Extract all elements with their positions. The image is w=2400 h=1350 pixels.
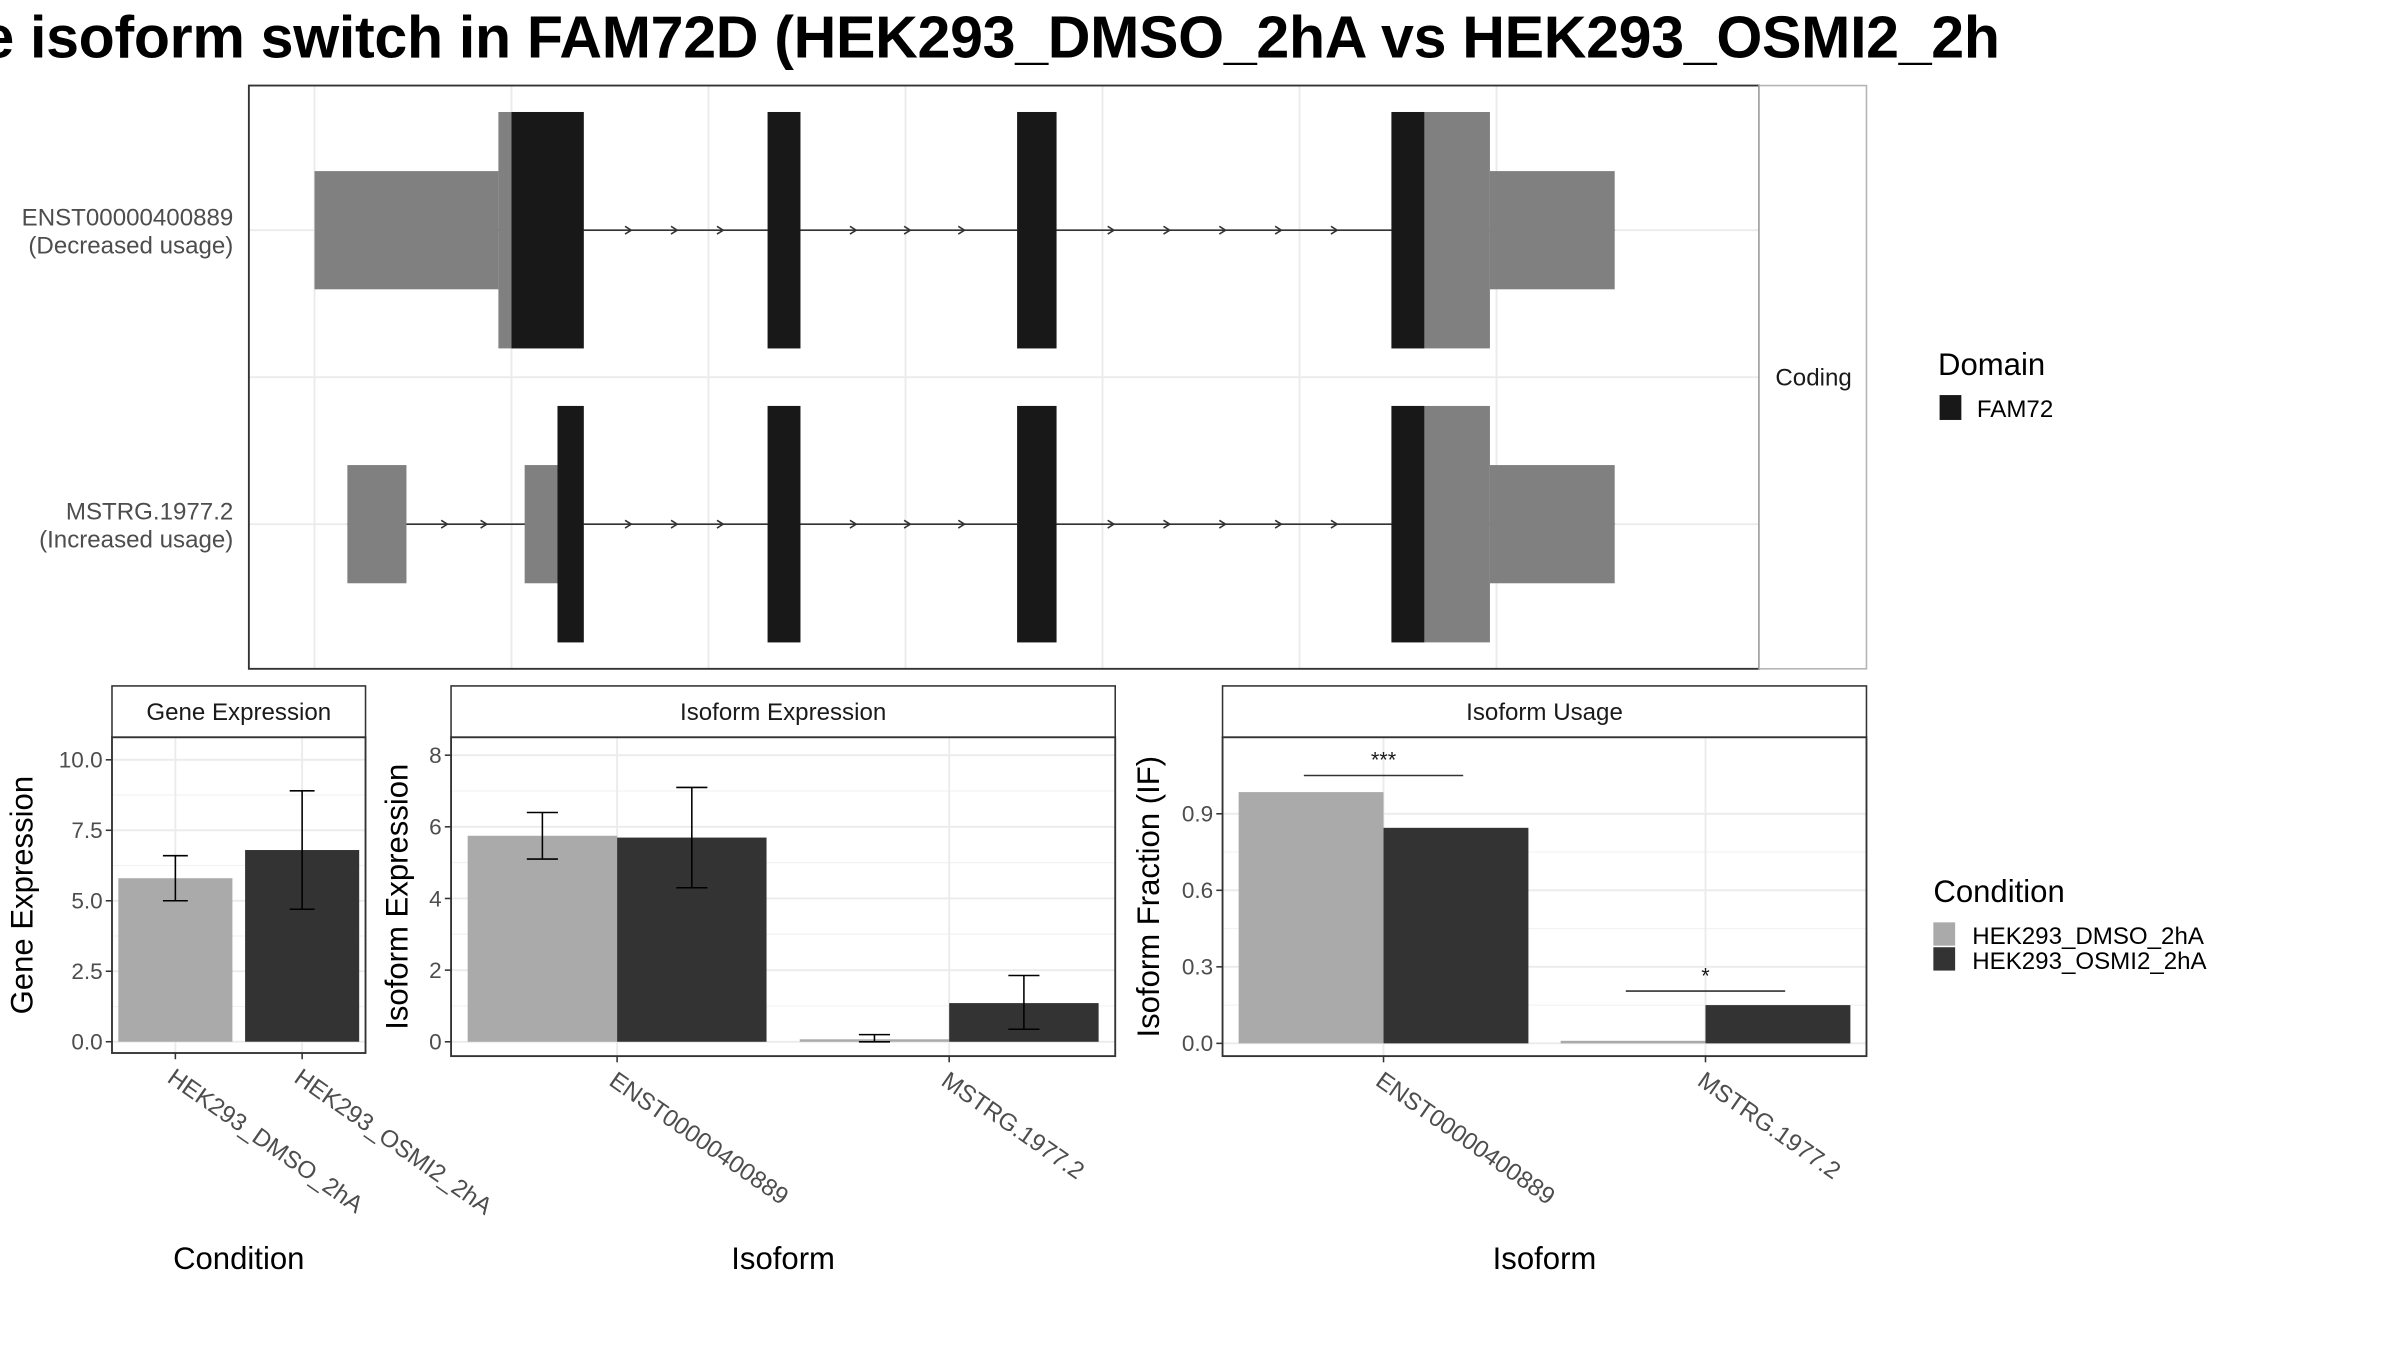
intron-arrow — [1218, 519, 1228, 529]
domain-exon — [511, 111, 584, 349]
domain-exon — [1017, 111, 1057, 349]
domain-exon — [1017, 405, 1057, 643]
bar — [1560, 1040, 1706, 1044]
y-tick-label: 2 — [429, 958, 442, 983]
utr-exon — [1489, 465, 1615, 584]
condition-legend-label: HEK293_OSMI2_2hA — [1972, 948, 2207, 975]
y-tick-label: 5.0 — [71, 889, 102, 914]
gene-structure-panel: ENST00000400889(Decreased usage) MSTRG.19… — [22, 84, 1868, 670]
panel-strip-label: Isoform Expression — [680, 699, 886, 726]
domain-legend-label: FAM72 — [1977, 396, 2053, 423]
x-axis-title: Condition — [173, 1241, 304, 1276]
intron-arrow — [716, 225, 725, 235]
condition-legend-swatch — [1933, 947, 1956, 971]
panel-strip — [111, 685, 367, 739]
utr-exon — [524, 465, 558, 584]
intron-arrow — [957, 519, 966, 529]
significance-label: *** — [1371, 748, 1397, 773]
intron-arrow — [1330, 519, 1339, 529]
panel-strip-label: Isoform Usage — [1466, 699, 1623, 726]
intron-arrow — [670, 225, 679, 235]
y-tick-label: 0 — [429, 1030, 442, 1055]
structure-facet-strip — [1758, 84, 1868, 670]
y-tick-label: 8 — [429, 743, 442, 768]
y-tick-label: 0.9 — [1182, 802, 1213, 827]
y-axis-title: Gene Expression — [5, 776, 40, 1015]
condition-legend-title: Condition — [1933, 874, 2064, 909]
panel-strip-label: Gene Expression — [146, 699, 331, 726]
condition-legend-swatch — [1933, 922, 1956, 946]
panel-strip — [1221, 685, 1868, 739]
domain-legend-title: Domain — [1938, 347, 2045, 382]
domain-exon — [1391, 405, 1425, 643]
bar — [1705, 1005, 1851, 1044]
domain-exon — [557, 405, 584, 643]
transcript-id-label: MSTRG.1977.2 — [66, 499, 233, 526]
figure-title: e isoform switch in FAM72D (HEK293_DMSO_… — [0, 6, 2000, 72]
y-tick-label: 0.3 — [1182, 955, 1213, 980]
domain-legend: Domain FAM72 — [1938, 347, 2053, 423]
intron-arrow — [1107, 225, 1116, 235]
bar — [1383, 827, 1529, 1044]
intron-arrow — [1163, 225, 1172, 235]
panel-border — [111, 736, 367, 1054]
transcript-usage-label: (Increased usage) — [39, 527, 233, 554]
utr-exon — [347, 465, 407, 584]
bar — [118, 878, 233, 1042]
intron-arrow — [1107, 519, 1116, 529]
y-tick-label: 4 — [429, 886, 442, 911]
intron-arrow — [716, 519, 725, 529]
y-axis-title: Isoform Fraction (IF) — [1131, 756, 1166, 1038]
y-tick-label: 0.0 — [71, 1030, 102, 1055]
condition-legend-label: HEK293_DMSO_2hA — [1972, 923, 2205, 950]
panel-strip — [450, 685, 1116, 739]
intron-arrow — [849, 225, 858, 235]
panel-border — [450, 736, 1117, 1058]
intron-arrow — [1218, 225, 1228, 235]
y-tick-label: 10.0 — [59, 748, 103, 773]
intron-arrow — [670, 519, 679, 529]
y-tick-label: 0.6 — [1182, 878, 1213, 903]
domain-legend-swatch — [1939, 395, 1962, 420]
domain-exon — [767, 111, 801, 349]
y-tick-label: 7.5 — [71, 818, 102, 843]
intron-arrow — [957, 225, 966, 235]
structure-facet-label: Coding — [1775, 365, 1851, 392]
x-axis-title: Isoform — [1493, 1241, 1597, 1276]
intron-arrow — [624, 225, 633, 235]
intron-arrow — [440, 519, 449, 529]
y-tick-label: 0.0 — [1182, 1031, 1213, 1056]
y-tick-label: 2.5 — [71, 959, 102, 984]
intron-arrow — [624, 519, 633, 529]
utr-exon — [1489, 171, 1615, 290]
domain-exon — [767, 405, 801, 643]
intron-arrow — [480, 519, 489, 529]
y-tick-label: 6 — [429, 815, 442, 840]
significance-label: * — [1701, 963, 1710, 988]
utr-exon — [314, 171, 499, 290]
intron-arrow — [1274, 519, 1283, 529]
intron-arrow — [1274, 225, 1283, 235]
panel-border — [1221, 736, 1868, 1058]
isoform-usage-panel: Isoform Usage0.00.30.60.9****ENST0000040… — [1131, 685, 1868, 1276]
intron-arrow — [849, 519, 858, 529]
intron-arrow — [1163, 519, 1172, 529]
intron-arrow — [903, 519, 912, 529]
y-axis-title: Isoform Expression — [380, 764, 415, 1030]
bar — [1238, 792, 1384, 1044]
x-axis-title: Isoform — [731, 1241, 835, 1276]
transcript-id-label: ENST00000400889 — [22, 205, 234, 232]
bar — [467, 835, 618, 1042]
intron-arrow — [903, 225, 912, 235]
intron-arrow — [1330, 225, 1339, 235]
transcript-usage-label: (Decreased usage) — [28, 233, 233, 260]
domain-exon — [1391, 111, 1425, 349]
